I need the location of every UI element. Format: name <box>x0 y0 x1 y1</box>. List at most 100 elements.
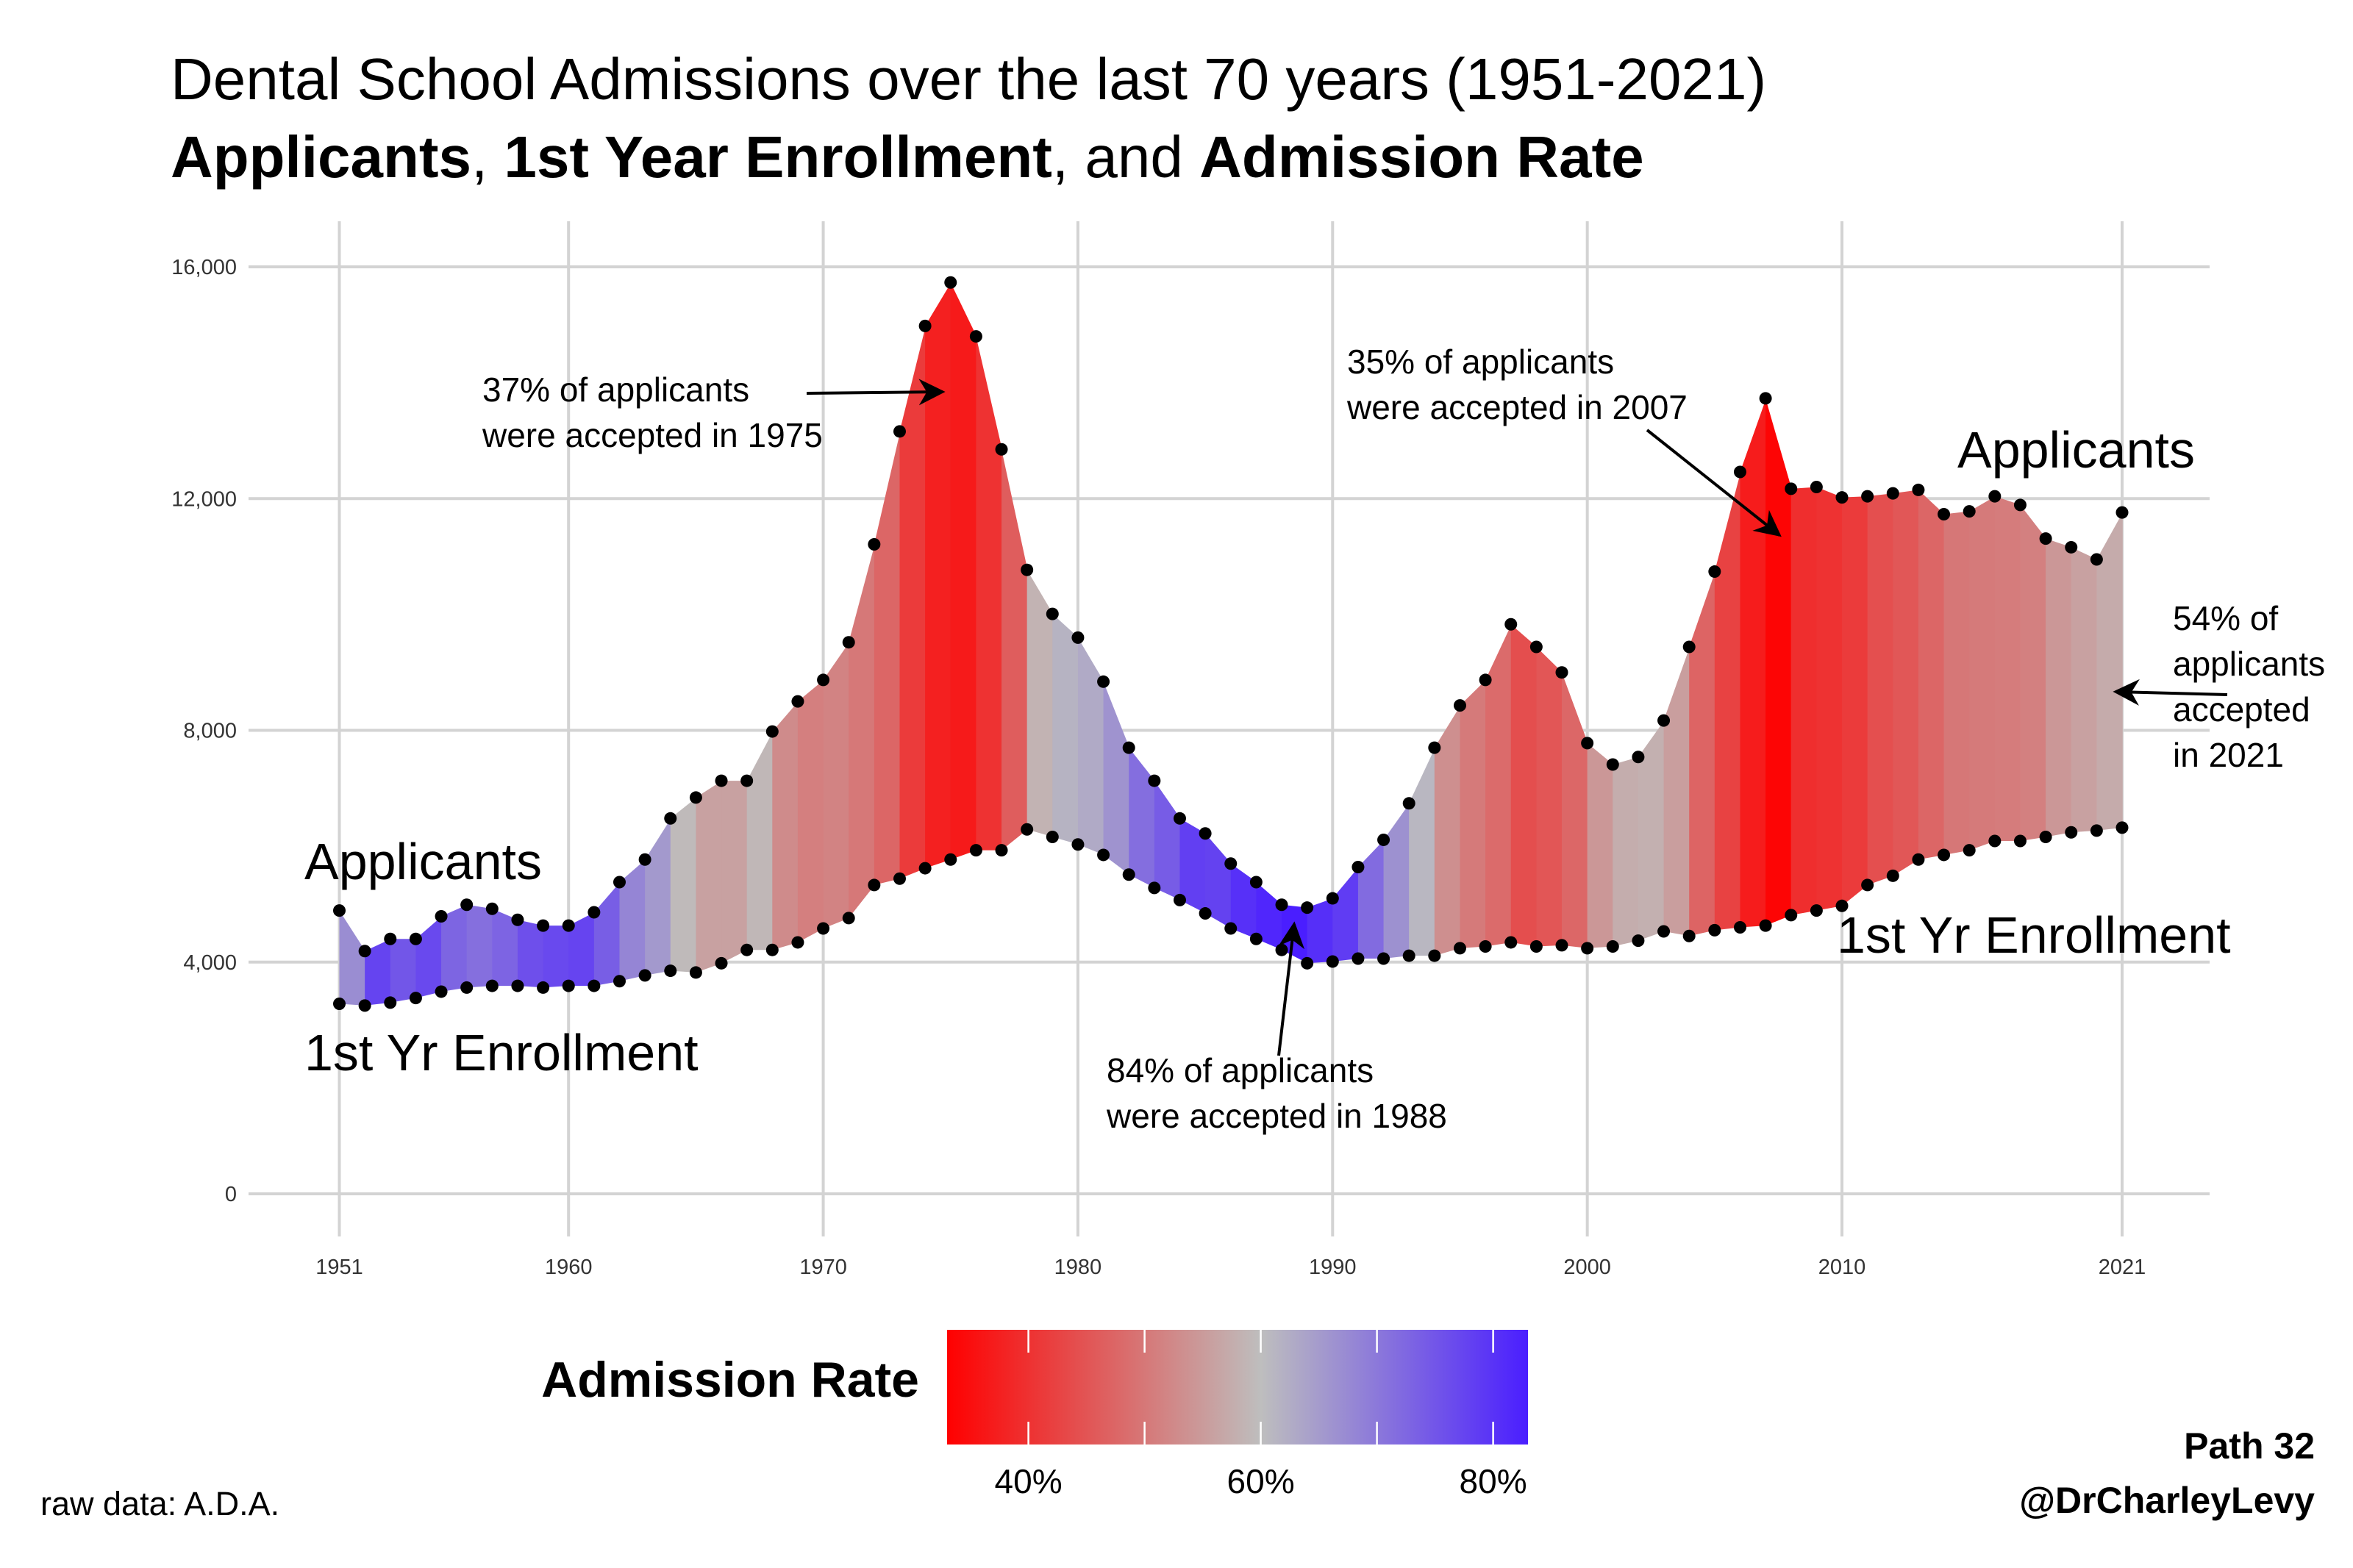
applicants-point <box>1071 631 1085 644</box>
enrollment-point <box>1173 893 1186 906</box>
rate-band <box>950 282 977 860</box>
rate-band <box>797 679 824 942</box>
rate-band <box>2096 512 2123 831</box>
enrollment-point <box>1606 939 1619 953</box>
x-tick-label: 1951 <box>315 1256 363 1279</box>
rate-band <box>1536 647 1563 947</box>
enrollment-point <box>1224 922 1238 935</box>
enrollment-point <box>689 966 702 979</box>
enrollment-point <box>995 844 1008 857</box>
rate-band <box>339 910 365 1006</box>
applicants-point <box>1581 737 1594 750</box>
enrollment-point <box>1326 955 1339 968</box>
enrollment-point <box>1529 939 1543 953</box>
applicants-point <box>537 919 550 932</box>
applicants-point <box>1122 741 1135 754</box>
applicants-point <box>1249 876 1263 889</box>
applicants-point <box>715 774 728 787</box>
applicants-point <box>842 636 855 649</box>
enrollment-point <box>1377 952 1390 965</box>
applicants-point <box>1046 607 1059 620</box>
rate-band <box>1893 490 1919 876</box>
applicants-point <box>1326 892 1339 905</box>
annotation-2021: 54% of applicants accepted in 2021 <box>2173 595 2325 778</box>
x-tick-label: 1970 <box>799 1256 847 1279</box>
rate-band <box>1943 511 1970 855</box>
applicants-point <box>918 319 932 332</box>
rate-band <box>1765 398 1792 926</box>
annotation-1988: 84% of applicants were accepted in 1988 <box>1107 1048 1447 1139</box>
applicants-point <box>2039 532 2052 545</box>
applicants-point <box>893 425 906 438</box>
enrollment-point <box>588 979 601 992</box>
grid <box>249 221 2210 1236</box>
enrollment-point <box>460 981 474 994</box>
rate-band <box>415 916 442 998</box>
rate-band <box>1842 496 1868 906</box>
rate-band <box>2020 504 2046 842</box>
applicants-point <box>1785 482 1798 495</box>
rate-band <box>1510 624 1538 947</box>
rate-band <box>1485 624 1512 947</box>
rate-band <box>874 431 901 885</box>
applicants-point <box>460 898 474 912</box>
applicants-point <box>2090 553 2103 566</box>
rate-band <box>1001 449 1028 851</box>
enrollment-point <box>1785 909 1798 922</box>
applicants-point <box>1199 827 1212 840</box>
enrollment-point <box>1733 920 1746 934</box>
enrollment-point <box>1504 936 1518 949</box>
applicants-point <box>1708 565 1721 579</box>
chart-title: Dental School Admissions over the last 7… <box>171 46 1767 112</box>
enrollment-point <box>1453 942 1466 955</box>
rate-band <box>1994 496 2021 842</box>
applicants-point <box>1912 483 1925 496</box>
enrollment-point <box>1581 942 1594 955</box>
rate-band <box>849 544 875 918</box>
enrollment-point <box>1402 949 1415 962</box>
applicants-point <box>1632 751 1645 764</box>
annotation-line: applicants <box>2173 645 2326 683</box>
x-tick-label: 1990 <box>1309 1256 1357 1279</box>
rate-band <box>1052 614 1079 845</box>
y-tick-label: 12,000 <box>171 487 237 511</box>
enrollment-point <box>435 985 448 998</box>
rate-band <box>1383 803 1410 959</box>
x-tick-label: 1960 <box>545 1256 593 1279</box>
applicants-point <box>1377 833 1390 846</box>
rate-band <box>1663 647 1690 937</box>
colorbar <box>947 1330 1528 1445</box>
applicants-point <box>1938 508 1951 521</box>
enrollment-point <box>664 964 677 978</box>
data-source: raw data: A.D.A. <box>40 1485 280 1522</box>
enrollment-point <box>613 975 626 988</box>
rate-band <box>441 904 468 992</box>
enrollment-point <box>765 943 779 956</box>
rate-band <box>390 939 417 1003</box>
applicants-point <box>1173 812 1186 825</box>
applicants-point <box>1097 675 1110 688</box>
x-tick-label: 2000 <box>1563 1256 1611 1279</box>
enrollment-point <box>2065 826 2078 839</box>
applicants-point <box>511 913 524 926</box>
applicants-point <box>1275 898 1288 912</box>
rate-band <box>593 881 621 987</box>
chart-subtitle: Applicants, 1st Year Enrollment, and Adm… <box>171 123 1644 191</box>
x-tick-label: 1980 <box>1054 1256 1102 1279</box>
enrollment-point <box>1810 904 1823 917</box>
y-tick-label: 4,000 <box>183 951 237 975</box>
rate-band <box>1689 571 1715 937</box>
colorbar-tick-label: 60% <box>1227 1462 1295 1500</box>
applicants-point <box>1021 563 1034 576</box>
rate-band <box>721 781 748 964</box>
enrollment-point <box>740 943 754 956</box>
rate-band <box>1077 637 1104 855</box>
applicants-point <box>2065 540 2078 554</box>
annotation-line: 84% of applicants <box>1107 1051 1374 1089</box>
annotation-arrow <box>2113 679 2228 706</box>
rate-band <box>1816 487 1843 911</box>
applicants-point <box>944 276 957 289</box>
enrollment-point <box>1835 899 1849 912</box>
annotation-arrow <box>1646 429 1782 537</box>
applicants-point <box>1555 666 1568 679</box>
